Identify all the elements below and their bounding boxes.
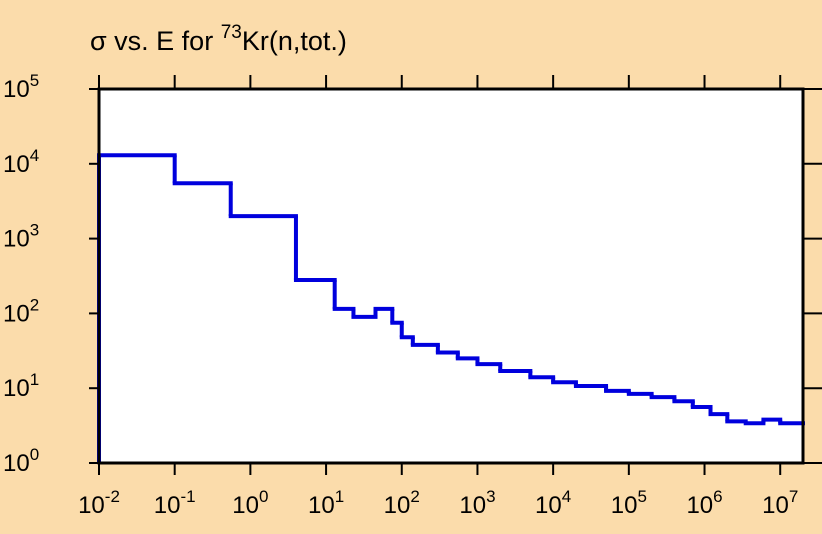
x-tick-label: 105 <box>611 487 647 519</box>
tick-exp: 1 <box>335 487 344 506</box>
title-rest: Kr(n,tot.) <box>242 26 347 56</box>
plot-frame <box>97 87 805 465</box>
tick-exp: 3 <box>486 487 495 506</box>
tick-exp: 5 <box>637 487 646 506</box>
tick-base: 10 <box>3 450 30 477</box>
tick-exp: 1 <box>30 370 39 389</box>
x-tick-label: 10-2 <box>78 487 120 519</box>
tick-base: 10 <box>3 226 30 253</box>
y-tick-label: 100 <box>3 445 39 477</box>
tick-base: 10 <box>3 300 30 327</box>
title-sup: 73 <box>221 22 242 43</box>
tick-exp: 7 <box>789 487 798 506</box>
y-tick-label: 104 <box>3 146 39 178</box>
tick-exp: 4 <box>562 487 571 506</box>
tick-base: 10 <box>154 492 181 519</box>
tick-exp: 3 <box>30 221 39 240</box>
tick-exp: 5 <box>30 71 39 90</box>
title-text: σ vs. E for <box>90 26 221 56</box>
chart-title: σ vs. E for 73Kr(n,tot.) <box>90 22 347 56</box>
tick-exp: 2 <box>410 487 419 506</box>
tick-base: 10 <box>232 492 259 519</box>
tick-exp: 4 <box>30 146 39 165</box>
tick-base: 10 <box>384 492 411 519</box>
x-tick-label: 102 <box>384 487 420 519</box>
tick-base: 10 <box>78 492 105 519</box>
x-tick-label: 106 <box>686 487 722 519</box>
x-tick-label: 104 <box>535 487 571 519</box>
tick-base: 10 <box>3 375 30 402</box>
tick-base: 10 <box>686 492 713 519</box>
tick-base: 10 <box>459 492 486 519</box>
x-tick-label: 107 <box>762 487 798 519</box>
tick-base: 10 <box>308 492 335 519</box>
tick-base: 10 <box>3 151 30 178</box>
tick-exp: 0 <box>259 487 268 506</box>
tick-exp: -1 <box>180 487 195 506</box>
x-tick-label: 100 <box>232 487 268 519</box>
tick-base: 10 <box>762 492 789 519</box>
tick-exp: 0 <box>30 445 39 464</box>
tick-exp: 6 <box>713 487 722 506</box>
tick-exp: 2 <box>30 295 39 314</box>
x-tick-label: 101 <box>308 487 344 519</box>
y-tick-label: 101 <box>3 370 39 402</box>
tick-base: 10 <box>535 492 562 519</box>
y-tick-label: 103 <box>3 221 39 253</box>
y-tick-label: 105 <box>3 71 39 103</box>
tick-base: 10 <box>611 492 638 519</box>
y-tick-label: 102 <box>3 295 39 327</box>
x-tick-label: 103 <box>459 487 495 519</box>
x-tick-label: 10-1 <box>154 487 196 519</box>
tick-base: 10 <box>3 76 30 103</box>
tick-exp: -2 <box>105 487 120 506</box>
